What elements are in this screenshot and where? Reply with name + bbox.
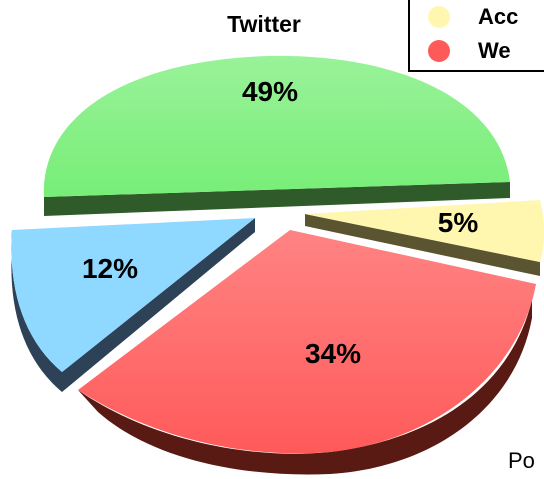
pie-slice-12pct-side	[11, 230, 62, 392]
slice-value-12pct: 12%	[82, 253, 138, 284]
footer-text: Po	[508, 448, 535, 473]
pie-slice-5pct	[305, 200, 544, 276]
slice-value-5pct: 5%	[438, 207, 479, 238]
legend-entry: We	[410, 34, 511, 68]
pie-slice-12pct	[11, 218, 256, 392]
pie-slice-12pct-top	[11, 218, 256, 372]
slice-label-twitter: Twitter	[227, 11, 301, 37]
legend-label: Acc	[478, 4, 519, 29]
pie-slice-34pct	[78, 230, 536, 475]
slice-value-34pct: 34%	[305, 338, 361, 369]
legend-swatch	[428, 40, 450, 62]
legend-entry: Acc	[410, 0, 518, 34]
legend-swatch	[428, 6, 450, 28]
pie-slice-twitter-side	[44, 182, 510, 216]
slice-value-twitter: 49%	[242, 76, 298, 107]
pie-slice-twitter	[43, 55, 510, 216]
legend-label: We	[478, 38, 511, 63]
pie-slice-12pct-side-2	[62, 218, 255, 392]
chart-legend: Acc We	[408, 0, 544, 72]
pie-slice-5pct-side	[305, 214, 540, 276]
pie-slice-34pct-side	[78, 300, 532, 475]
pie-slice-5pct-top	[305, 200, 544, 262]
